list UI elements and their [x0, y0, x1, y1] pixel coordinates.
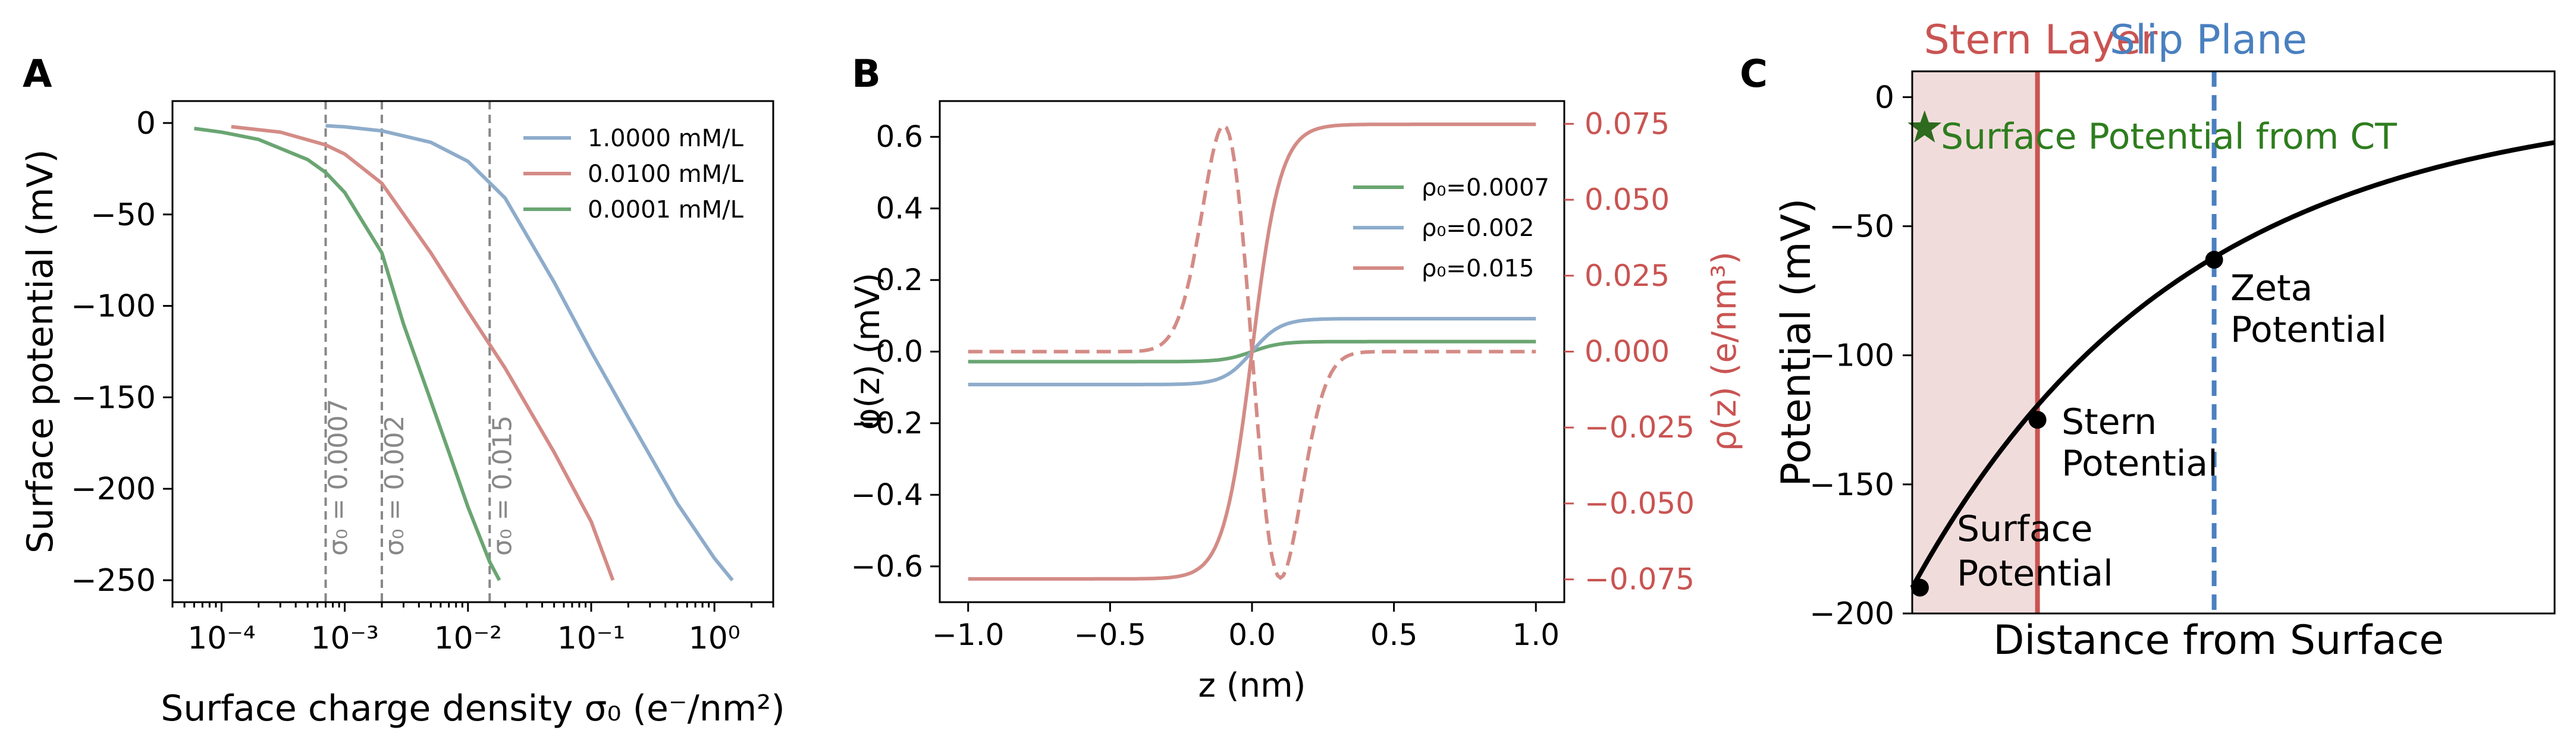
y-tick-label-0: 0.6	[876, 119, 923, 154]
legend-label-2: 0.0001 mM/L	[588, 196, 744, 224]
panel-c-letter: C	[1740, 52, 1768, 96]
x-tick-label-4: 10⁰	[689, 621, 741, 656]
surface-ct-star-icon	[1907, 110, 1942, 143]
series-line-0	[325, 124, 734, 582]
x-tick-label-1: 10⁻³	[310, 621, 378, 656]
x-tick-label-0: 10⁻⁴	[187, 621, 255, 656]
panel-b-x-label: z (nm)	[1198, 666, 1306, 705]
y-tick-label-3: 0.0	[876, 335, 923, 369]
panel-c-x-label: Distance from Surface	[1993, 617, 2444, 664]
panel-a-plot: σ₀ = 0.0007 σ₀ = 0.002 σ₀ = 0.015	[194, 101, 734, 602]
panel-a-y-ticks: 0 −50 −100 −150 −200 −250	[71, 106, 172, 599]
panel-b-y-label-left: φ(z) (mV)	[849, 273, 887, 430]
panel-a: A σ₀ = 0.0007 σ₀ = 0.002 σ₀ = 0.015 10⁻⁴ 10…	[20, 52, 785, 729]
legend-label-1: ρ₀=0.002	[1422, 215, 1534, 242]
potential-curve	[1910, 140, 2555, 589]
x-tick-label-1: −0.5	[1074, 618, 1146, 652]
panel-b-letter: B	[852, 52, 881, 96]
x-tick-label-2: 10⁻²	[434, 621, 502, 656]
panel-a-x-label: Surface charge density σ₀ (e⁻/nm²)	[161, 688, 785, 729]
legend-label-0: ρ₀=0.0007	[1422, 174, 1549, 202]
zeta-label-line2: Potential	[2230, 309, 2387, 351]
zeta-label-line1: Zeta	[2230, 268, 2313, 309]
y-tick-label-6: −0.6	[851, 549, 923, 584]
legend-label-0: 1.0000 mM/L	[588, 125, 744, 152]
y-tick-label-1: −50	[1829, 209, 1894, 245]
panel-c-frame	[1911, 70, 2556, 615]
y-tick-label-1: 0.4	[876, 191, 923, 226]
legend-label-2: ρ₀=0.015	[1422, 255, 1534, 282]
panel-b-legend: ρ₀=0.0007 ρ₀=0.002 ρ₀=0.015	[1353, 174, 1549, 282]
panel-b-y-ticks-left: 0.6 0.4 0.2 0.0 −0.2 −0.4 −0.6	[851, 119, 940, 584]
y-tick-label-1: −50	[90, 197, 156, 233]
panel-b: B −1.0 −0.5 0.0 0.5 1.0 0.6 0.4 0.2 0.0 −0.2 −0.4…	[849, 52, 1744, 705]
stern-layer-label: Stern Layer	[1924, 17, 2158, 64]
panel-b-plot	[968, 122, 1536, 581]
panel-a-legend: 1.0000 mM/L 0.0100 mM/L 0.0001 mM/L	[523, 125, 744, 224]
legend-label-1: 0.0100 mM/L	[588, 160, 744, 188]
y-tick-label-2: 0.2	[876, 263, 923, 297]
panel-a-x-ticks: 10⁻⁴ 10⁻³ 10⁻² 10⁻¹ 10⁰	[171, 602, 774, 656]
x-tick-label-2: 0.0	[1228, 618, 1276, 652]
sigma-line-label-2: σ₀ = 0.015	[487, 416, 517, 556]
x-tick-label-4: 1.0	[1513, 618, 1560, 652]
y-tick-label-3: −150	[1809, 467, 1894, 503]
y-tick-label-0: 0	[136, 106, 156, 141]
stern-label-line2: Potential	[2062, 443, 2218, 484]
y-right-tick-label-5: −0.050	[1584, 486, 1695, 521]
y-right-tick-label-6: −0.075	[1584, 562, 1695, 597]
panel-b-y-ticks-right: 0.075 0.050 0.025 0.000 −0.025 −0.050 −0.075	[1564, 106, 1695, 597]
potential-marker-1	[2028, 411, 2047, 429]
surface-label-line1: Surface	[1957, 508, 2093, 550]
y-tick-label-0: 0	[1875, 80, 1894, 115]
x-tick-label-3: 0.5	[1370, 618, 1418, 652]
panel-c-plot	[1907, 71, 2555, 613]
slip-plane-label: Slip Plane	[2110, 17, 2307, 64]
panel-b-x-ticks: −1.0 −0.5 0.0 0.5 1.0	[932, 602, 1560, 652]
surface-label-line2: Potential	[1957, 553, 2113, 594]
y-tick-label-5: −250	[71, 563, 156, 599]
y-tick-label-4: −0.2	[851, 406, 923, 440]
y-tick-label-3: −150	[71, 380, 156, 416]
y-right-tick-label-4: −0.025	[1584, 410, 1695, 445]
surface-ct-label: Surface Potential from CT	[1941, 116, 2397, 158]
potential-marker-2	[2205, 251, 2223, 269]
y-right-tick-label-3: 0.000	[1584, 335, 1670, 369]
y-right-tick-label-2: 0.025	[1584, 259, 1670, 293]
panel-a-frame	[171, 100, 774, 603]
y-tick-label-5: −0.4	[851, 477, 923, 512]
sigma-line-label-0: σ₀ = 0.0007	[324, 399, 354, 556]
potential-marker-0	[1910, 578, 1929, 597]
stern-label-line1: Stern	[2062, 401, 2157, 443]
y-right-tick-label-1: 0.050	[1584, 182, 1670, 217]
panel-a-letter: A	[23, 52, 52, 96]
panel-c: C 0 −50 −100 −150 −200 Stern Layer Slip Plan…	[1740, 17, 2556, 664]
panel-c-y-ticks: 0 −50 −100 −150 −200	[1809, 80, 1912, 632]
stern-layer-region	[1912, 71, 2038, 613]
series-line-2	[194, 127, 501, 581]
panel-b-y-label-right: ρ(z) (e/nm³)	[1705, 251, 1744, 451]
x-tick-label-3: 10⁻¹	[557, 621, 625, 656]
y-tick-label-2: −100	[71, 289, 156, 325]
panel-c-y-label: Potential (mV)	[1773, 198, 1820, 486]
sigma-line-label-1: σ₀ = 0.002	[379, 416, 410, 556]
y-tick-label-2: −100	[1809, 338, 1894, 374]
series-line-3	[968, 123, 1536, 580]
y-tick-label-4: −200	[1809, 596, 1894, 632]
series-line-1	[231, 125, 615, 581]
y-tick-label-4: −200	[71, 471, 156, 507]
y-right-tick-label-0: 0.075	[1584, 106, 1670, 141]
panel-a-y-label: Surface potential (mV)	[20, 149, 61, 553]
x-tick-label-0: −1.0	[932, 618, 1004, 652]
